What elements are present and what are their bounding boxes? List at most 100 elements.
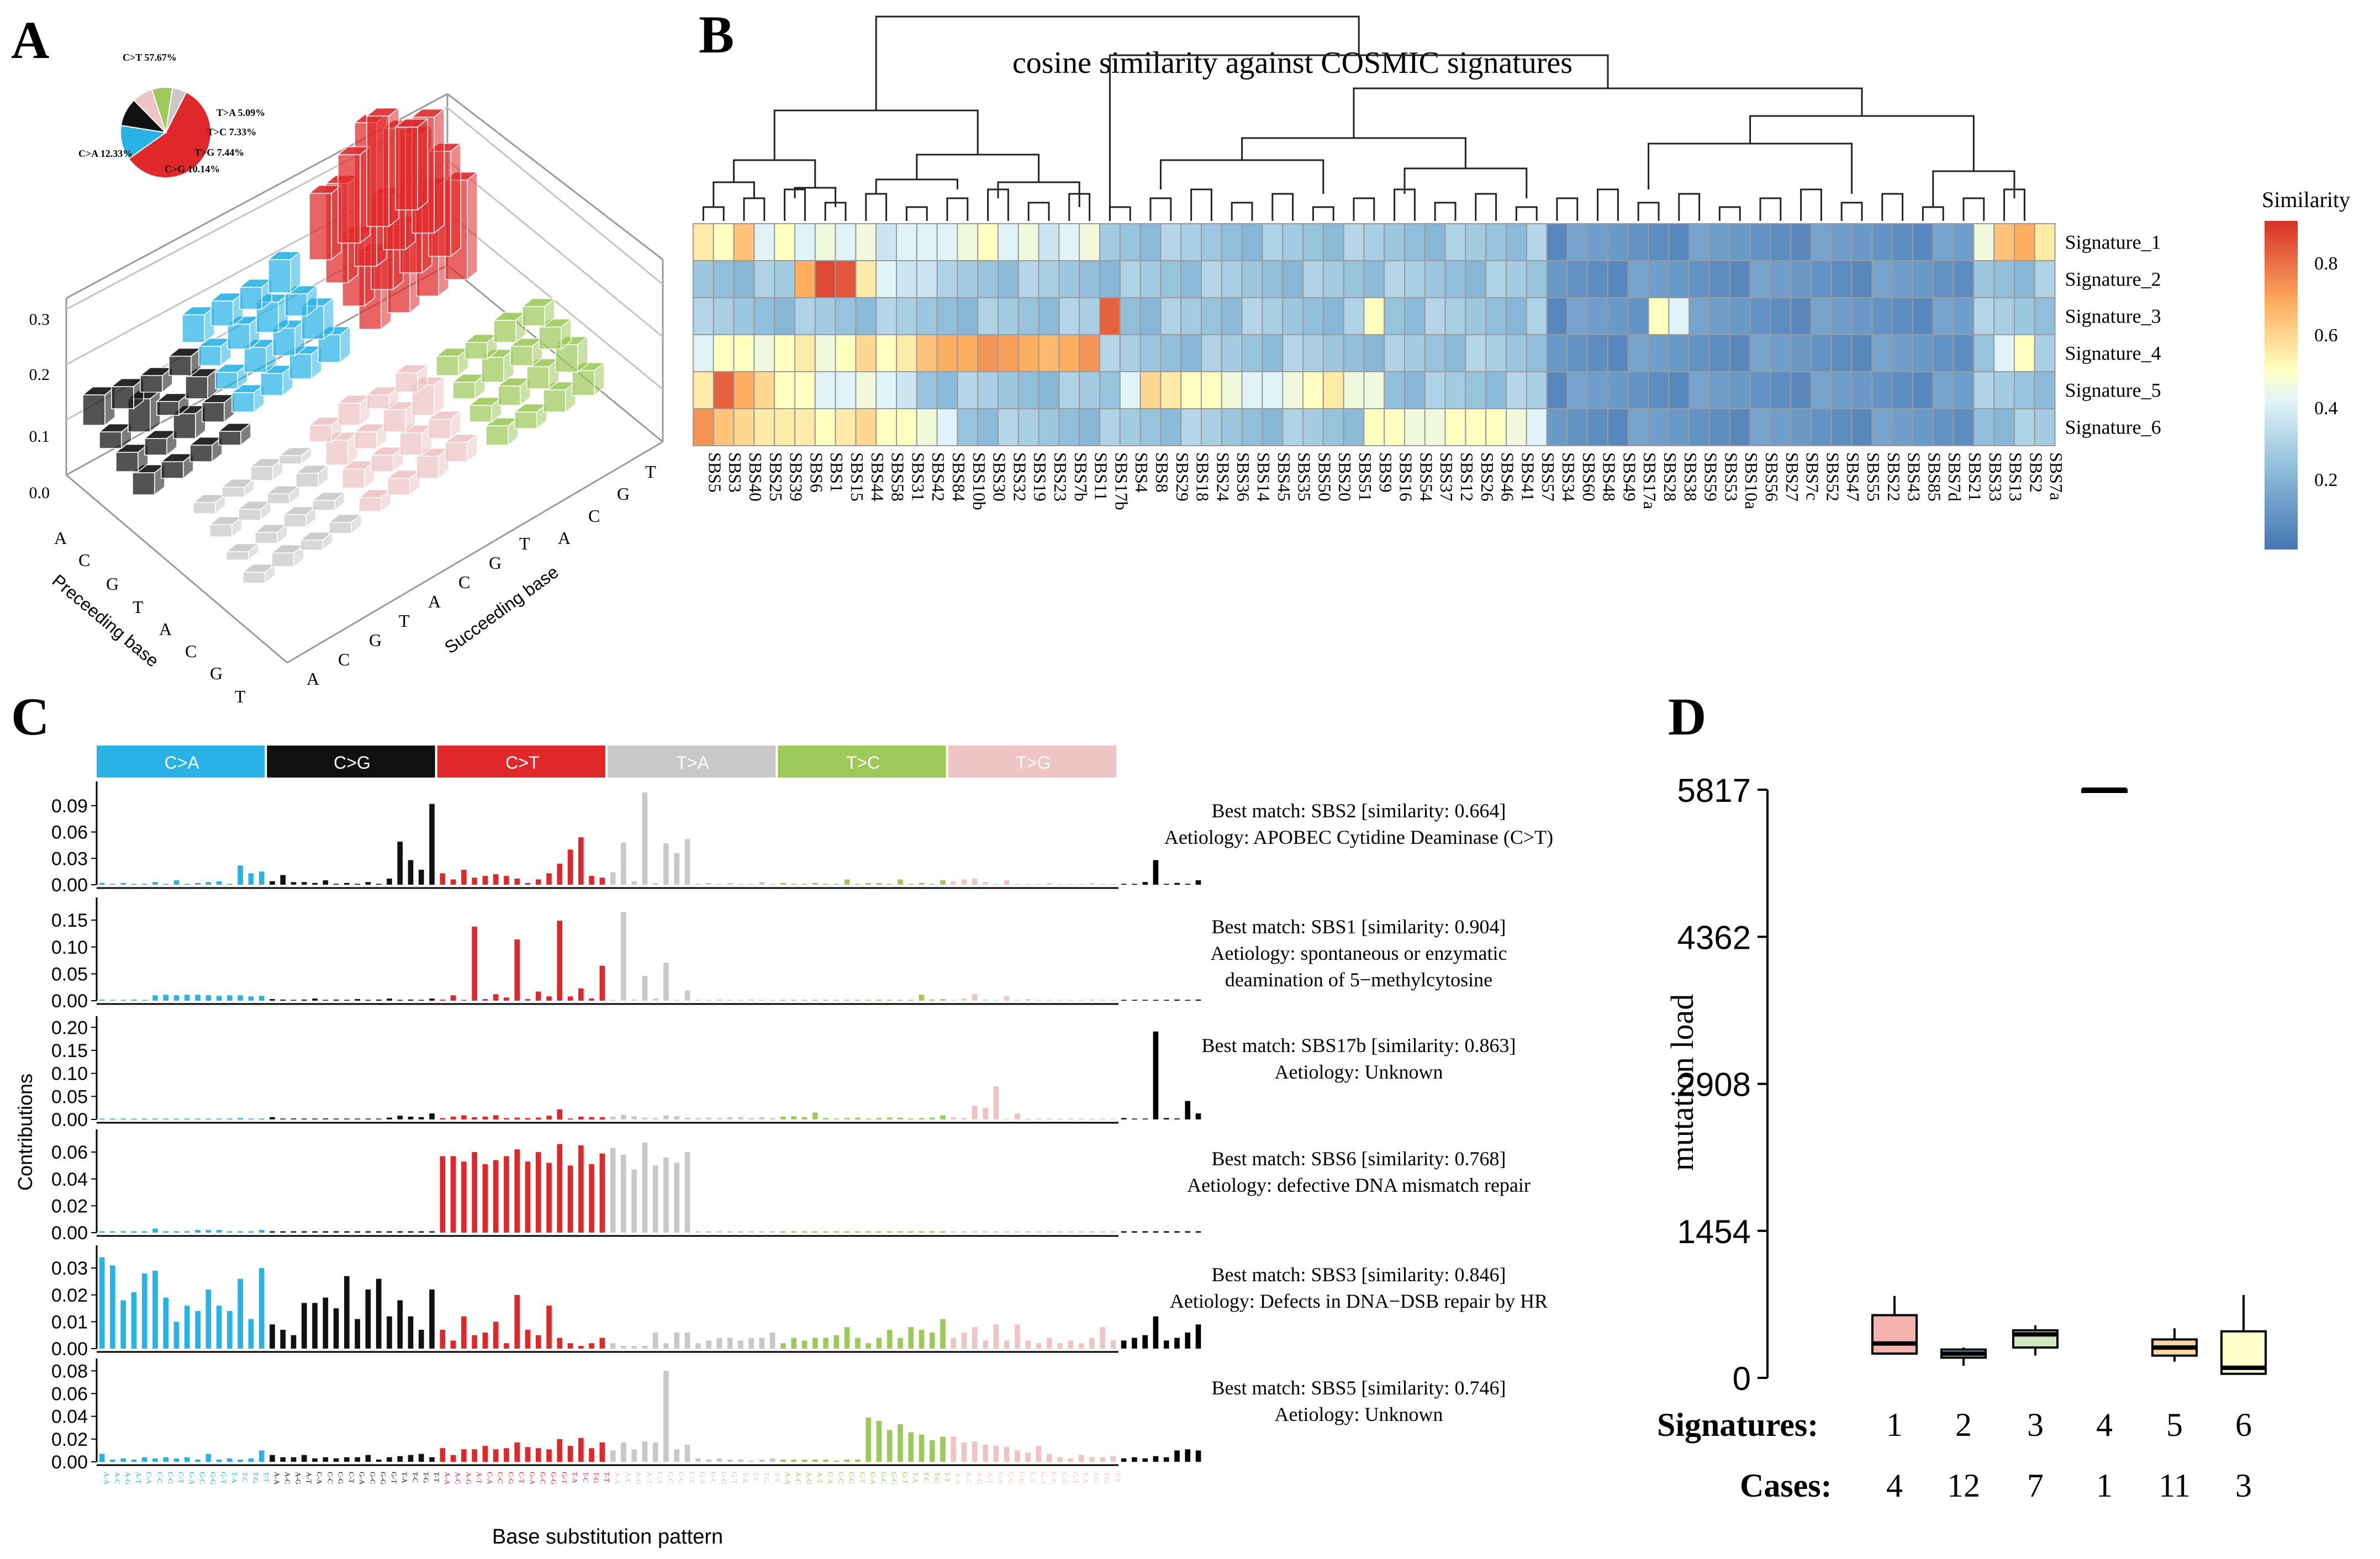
b-cell: [1160, 371, 1182, 409]
c-bar: [812, 1231, 818, 1233]
c-bar: [801, 1459, 808, 1462]
b-cell: [998, 334, 1019, 372]
c-bar: [621, 1442, 626, 1462]
c-bar: [1089, 1000, 1095, 1001]
c-bar: [301, 882, 307, 885]
b-cell: [1322, 223, 1344, 261]
c-bar: [1089, 882, 1095, 885]
b-cell: [1709, 260, 1730, 298]
b-cell: [1404, 260, 1426, 298]
c-context-label: C-T: [347, 1472, 356, 1483]
c-y-tick-label: 0.00: [51, 1452, 88, 1473]
a-bar: [445, 442, 468, 462]
b-column-label: SBS10b: [969, 452, 989, 510]
c-bar: [205, 1290, 212, 1349]
c-context-label: T-T: [432, 1472, 441, 1482]
c-bar: [248, 1319, 254, 1349]
b-cell: [1017, 408, 1039, 446]
b-cell: [1526, 297, 1548, 335]
c-bar: [769, 1458, 775, 1462]
c-bar: [184, 1118, 190, 1119]
c-context-label: C-A: [656, 1472, 664, 1484]
c-bar: [131, 1231, 137, 1233]
a-bar: [255, 532, 278, 544]
c-bar: [1142, 882, 1148, 885]
c-bar: [578, 837, 584, 885]
a-pie-label-ct: C>T 57.67%: [123, 52, 177, 63]
b-cell: [916, 297, 938, 335]
c-bar: [291, 1231, 297, 1233]
b-cell: [1648, 371, 1670, 409]
c-annotation-line: Best match: SBS3 [similarity: 0.846]: [1212, 1264, 1506, 1286]
c-bar: [1174, 1118, 1180, 1119]
b-cell: [1444, 334, 1466, 372]
c-bar: [440, 1329, 446, 1349]
c-bar: [738, 884, 743, 885]
c-bar: [1078, 1231, 1084, 1233]
c-bar: [706, 882, 711, 885]
b-cell: [1262, 223, 1284, 261]
b-cell: [1993, 408, 2015, 446]
b-cell: [977, 334, 999, 372]
a-bar: [140, 375, 163, 393]
c-bar: [333, 1000, 339, 1001]
b-cell: [1485, 371, 1507, 409]
c-context-label: T-C: [922, 1472, 930, 1483]
b-cell: [1079, 260, 1100, 298]
b-dendro-branch: [905, 206, 928, 221]
c-bar: [472, 1152, 477, 1233]
c-bar: [323, 1457, 329, 1462]
c-bar: [663, 1343, 669, 1349]
b-row-label: Signature_1: [2065, 231, 2161, 253]
c-bar: [1185, 1101, 1191, 1119]
b-cell: [1932, 334, 1954, 372]
c-bar: [769, 884, 775, 885]
a-bar: [99, 431, 122, 449]
b-cell: [1485, 260, 1507, 298]
c-bar: [951, 1436, 957, 1462]
c-bar: [919, 1118, 925, 1119]
d-cases-label: 11: [2159, 1467, 2191, 1504]
c-context-label: T-T: [262, 1472, 271, 1482]
b-column-label: SBS53: [1721, 452, 1741, 501]
a-bar: [371, 455, 394, 472]
b-cell: [1526, 334, 1548, 372]
c-bar: [546, 996, 552, 1001]
a-bar-side: [289, 485, 300, 505]
a-bar: [358, 497, 382, 512]
c-bar: [929, 884, 935, 885]
c-bar: [961, 998, 967, 1001]
b-dendro-branch: [1027, 202, 1050, 221]
c-context-label: G-C: [198, 1472, 207, 1484]
c-bar: [280, 1000, 286, 1001]
c-bar: [1036, 1446, 1042, 1462]
c-bar: [258, 871, 265, 885]
c-bar: [1195, 1113, 1201, 1119]
c-bar: [898, 879, 903, 885]
c-bar: [344, 1276, 350, 1349]
c-context-label: G-A: [699, 1472, 707, 1485]
b-cell: [875, 297, 897, 335]
c-bar: [567, 849, 573, 885]
b-cell: [1322, 334, 1344, 372]
b-column-label: SBS22: [1884, 452, 1904, 501]
c-y-tick-label: 0.15: [51, 910, 88, 931]
b-cell: [1119, 408, 1141, 446]
b-cell: [1262, 334, 1284, 372]
b-cell: [1201, 223, 1222, 261]
b-cell: [896, 408, 917, 446]
c-bar: [940, 999, 946, 1001]
c-y-tick-label: 0.08: [51, 1361, 88, 1382]
c-bar: [812, 1112, 818, 1119]
c-bar: [983, 1340, 988, 1349]
b-column-label: SBS19: [1030, 452, 1050, 501]
b-dendro-branch: [1932, 170, 2015, 207]
c-bar: [855, 1117, 861, 1119]
a-bar: [486, 425, 509, 446]
c-bar: [216, 1230, 222, 1233]
c-bar: [429, 1231, 435, 1233]
a-prec-tick: T: [235, 686, 246, 706]
c-bar: [1121, 1000, 1127, 1001]
c-bar: [1057, 1000, 1063, 1001]
b-cell: [1587, 297, 1608, 335]
